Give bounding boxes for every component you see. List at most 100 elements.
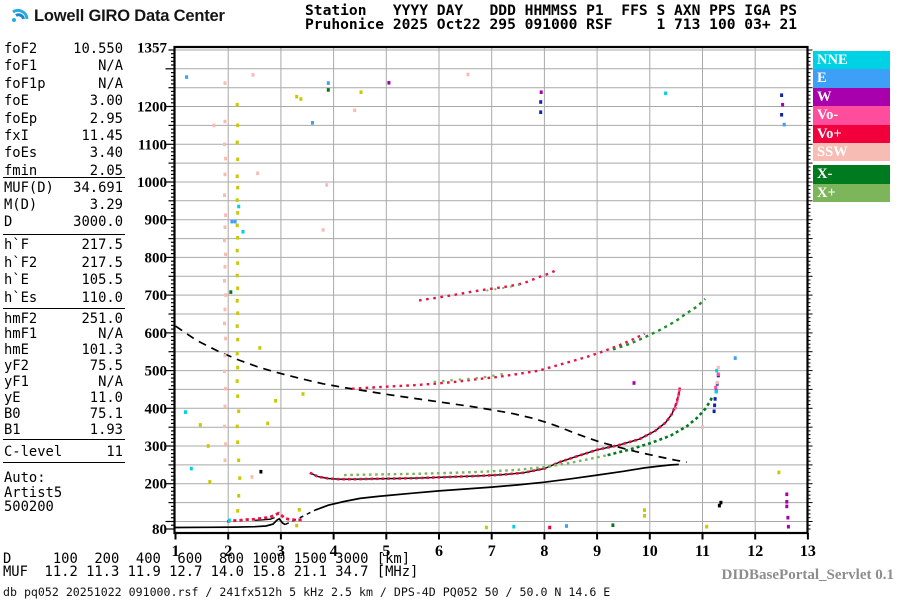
- param-value: 2.95: [89, 110, 123, 127]
- param-label: foEs: [4, 145, 38, 162]
- param-value: 101.3: [81, 342, 123, 359]
- muf-transmission-curve: [175, 325, 687, 464]
- param-label: yF1: [4, 374, 29, 391]
- svg-text:900: 900: [145, 213, 168, 229]
- param-row-hmf2: hmF2 251.0: [4, 311, 123, 327]
- param-value: 105.5: [81, 272, 123, 288]
- param-row-hf: h`F 217.5: [4, 237, 123, 253]
- param-row-hf2: h`F2 217.5: [4, 255, 123, 271]
- param-value: 3.00: [89, 93, 123, 110]
- svg-text:8: 8: [540, 543, 548, 560]
- svg-text:200: 200: [145, 477, 168, 493]
- muf-table-distances: D 100 200 400 600 800 1000 1500 3000 [km…: [3, 551, 411, 567]
- param-row-he: h`E 105.5: [4, 272, 123, 288]
- svg-text:800: 800: [145, 250, 168, 266]
- param-value: 2.05: [89, 162, 123, 179]
- station-header: Station YYYY DAY DDD HHMMSS P1 FFS S AXN…: [305, 3, 798, 33]
- param-row-yf2: yF2 75.5: [4, 358, 123, 374]
- svg-text:7: 7: [488, 543, 496, 560]
- param-value: N/A: [98, 58, 123, 75]
- param-row-foep: foEp 2.95: [4, 111, 123, 127]
- param-label: h`Es: [4, 289, 38, 306]
- param-row-fxi: fxI 11.45: [4, 128, 123, 144]
- param-label: hmE: [4, 342, 29, 359]
- o-trace: [309, 387, 682, 481]
- x-trace-flat: [344, 453, 608, 477]
- second-hop-x-light: [433, 372, 508, 383]
- param-label: foEp: [4, 110, 38, 127]
- svg-text:1200: 1200: [137, 100, 167, 116]
- panel-divider: [3, 233, 125, 235]
- param-label: B0: [4, 405, 21, 422]
- param-value: 217.5: [81, 254, 123, 271]
- param-label: B1: [4, 421, 21, 438]
- param-row-clevel: C-level 11: [4, 444, 123, 460]
- param-label: D: [4, 214, 13, 231]
- svg-text:3: 3: [277, 543, 285, 560]
- param-label: fmin: [4, 162, 38, 179]
- param-row-fof2: foF2 10.550: [4, 41, 123, 57]
- param-label: foF1p: [4, 75, 46, 92]
- profile-valley: [284, 509, 316, 526]
- svg-text:600: 600: [145, 326, 168, 342]
- svg-text:2: 2: [224, 543, 232, 560]
- status-line: db pq052 20251022 091000.rsf / 241fx512h…: [3, 585, 611, 599]
- param-label: h`F: [4, 237, 29, 253]
- param-label: yF2: [4, 358, 29, 375]
- param-row-yf1: yF1 N/A: [4, 374, 123, 390]
- svg-text:11: 11: [695, 543, 710, 560]
- param-row-foes: foEs 3.40: [4, 145, 123, 161]
- param-row-fof1p: foF1p N/A: [4, 76, 123, 92]
- param-value: 251.0: [81, 310, 123, 327]
- svg-text:12: 12: [747, 543, 763, 560]
- svg-text:1357: 1357: [137, 40, 168, 56]
- param-row-hme: hmE 101.3: [4, 342, 123, 358]
- param-label: C-level: [4, 444, 63, 460]
- param-label: foF2: [4, 41, 38, 57]
- param-value: 11.45: [81, 128, 123, 144]
- svg-text:80: 80: [152, 522, 167, 538]
- profile-e-region: [175, 517, 286, 529]
- param-row-mufd: MUF(D) 34.691: [4, 180, 123, 196]
- svg-text:1100: 1100: [138, 137, 167, 153]
- param-row-b1: B1 1.93: [4, 422, 123, 438]
- svg-text:10: 10: [642, 543, 658, 560]
- param-row-fmin: fmin 2.05: [4, 163, 123, 179]
- param-label: fxI: [4, 128, 29, 144]
- auto-info-line: 500200: [4, 499, 54, 516]
- svg-text:1: 1: [172, 543, 180, 560]
- svg-text:400: 400: [145, 401, 168, 417]
- svg-text:1000: 1000: [137, 175, 167, 191]
- param-value: N/A: [98, 326, 123, 343]
- station-header-line2: Pruhonice 2025 Oct22 295 091000 RSF 1 71…: [305, 15, 798, 33]
- param-value: 11: [106, 444, 123, 460]
- param-value: 75.1: [89, 405, 123, 422]
- param-row-hmf1: hmF1 N/A: [4, 326, 123, 342]
- param-row-b0: B0 75.1: [4, 406, 123, 422]
- svg-text:300: 300: [145, 439, 168, 455]
- param-value: 3.29: [89, 196, 123, 213]
- svg-text:500: 500: [145, 364, 168, 380]
- param-row-d: D 3000.0: [4, 214, 123, 230]
- svg-text:13: 13: [800, 543, 816, 560]
- o-trace-top-pink: [673, 388, 682, 410]
- param-row-foe: foE 3.00: [4, 93, 123, 109]
- svg-text:9: 9: [593, 543, 601, 560]
- profile-f-region: [314, 463, 679, 511]
- param-value: 11.0: [89, 390, 123, 406]
- param-value: 217.5: [81, 237, 123, 253]
- auto-info-line: Artist5: [4, 484, 63, 501]
- param-row-hes: h`Es 110.0: [4, 290, 123, 306]
- param-label: hmF1: [4, 326, 38, 343]
- page-title: Lowell GIRO Data Center: [34, 6, 225, 25]
- es-trace: [226, 511, 303, 523]
- second-hop-x: [612, 298, 706, 351]
- param-value: 34.691: [73, 179, 123, 196]
- param-value: 3000.0: [73, 214, 123, 231]
- svg-text:6: 6: [435, 543, 443, 560]
- servlet-version-label: DIDBasePortal_Servlet 0.1: [721, 567, 894, 583]
- param-value: N/A: [98, 75, 123, 92]
- param-value: 110.0: [81, 289, 123, 306]
